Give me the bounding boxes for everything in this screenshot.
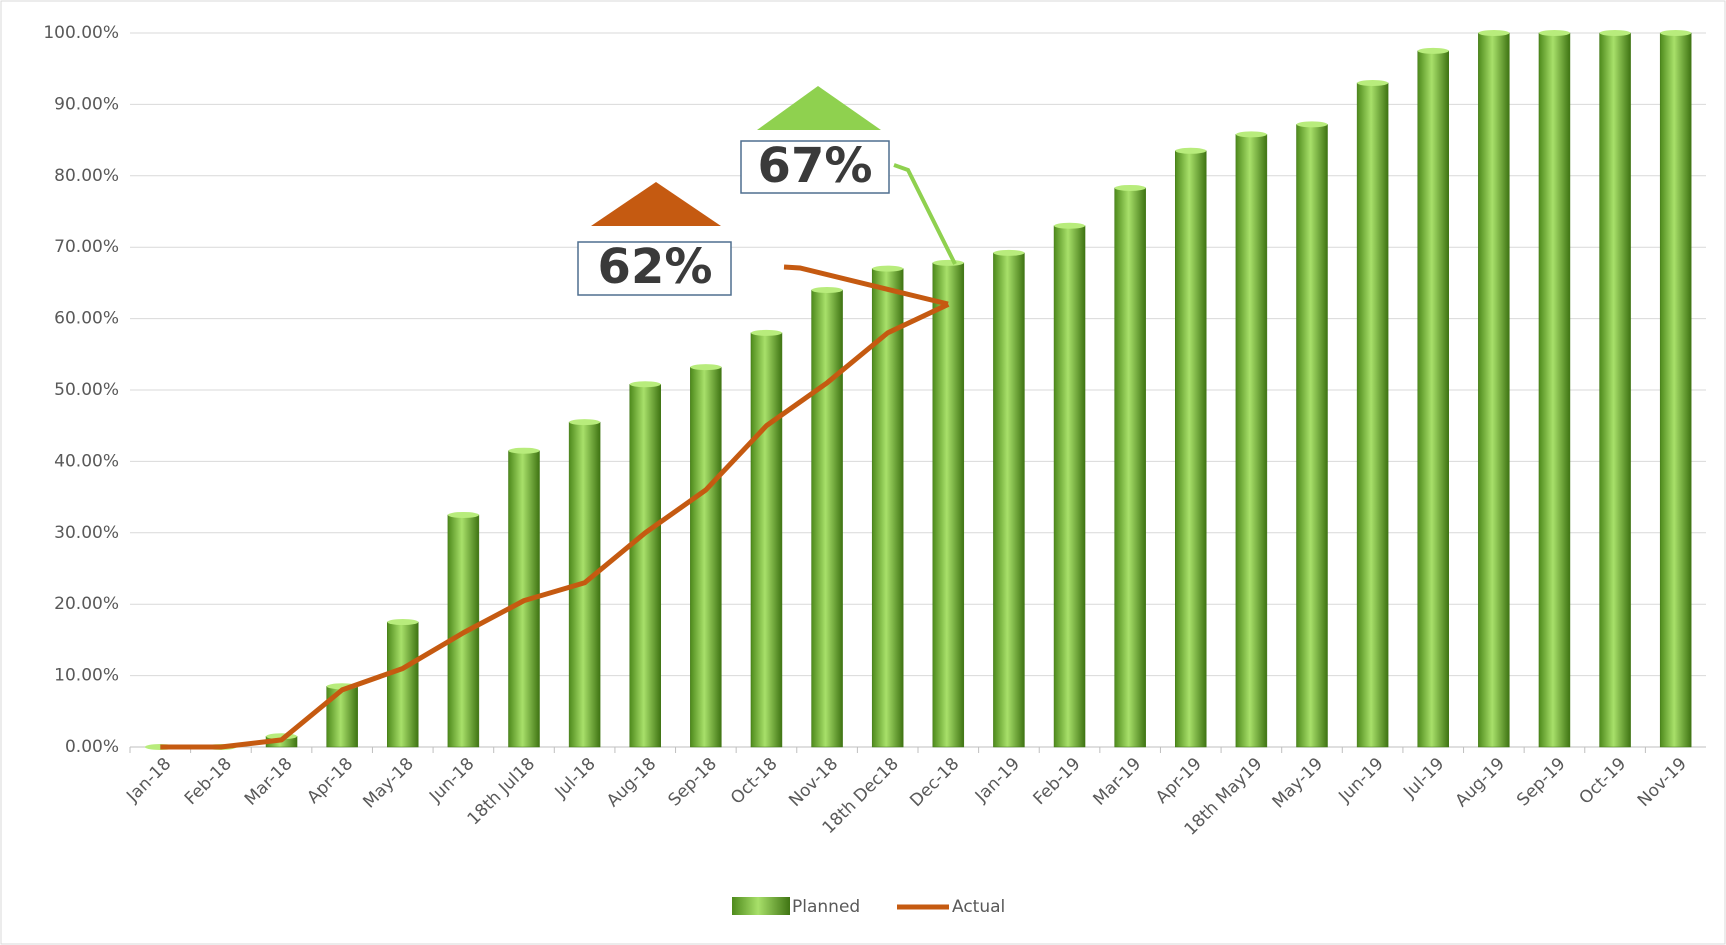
bar-cap [1296,121,1328,128]
bar-cap [1114,184,1146,191]
bar-cap [1478,30,1510,36]
up-arrow-actual [591,182,721,226]
y-tick-label: 100.00% [43,23,119,43]
planned-callout: 67% [758,138,873,194]
bar-cap [750,329,782,336]
y-tick-label: 90.00% [54,94,119,114]
legend-label: Planned [792,897,860,917]
bar [387,621,419,748]
bar-cap [387,619,419,626]
bar-cap [1054,222,1086,229]
bar-cap [872,265,904,272]
bar-cap [629,381,661,388]
actual-leader [783,264,949,307]
bar [1599,32,1631,748]
bar-cap [993,249,1025,256]
bar-cap [811,287,843,294]
actual-callout: 62% [598,239,713,295]
bar [871,268,904,748]
up-arrow-planned [757,86,881,130]
bar [1478,32,1510,748]
legend-label: Actual [952,897,1005,917]
bar [1356,82,1389,748]
bar-cap [1660,30,1692,36]
bar-cap [1175,147,1207,154]
bar-cap [1538,30,1570,36]
bar [1235,134,1268,748]
y-tick-label: 70.00% [54,237,119,257]
bar [1417,50,1449,748]
bar-cap [1235,131,1267,138]
bar-cap [447,511,479,518]
bar [1175,150,1207,748]
planned-leader [893,163,957,265]
legend-swatch-planned [732,897,790,915]
bar-cap [1357,79,1389,86]
y-tick-label: 60.00% [54,309,119,329]
bar [1538,32,1571,748]
bar-cap [690,364,722,371]
bar-cap [932,259,964,266]
plot-area: 0.00% 10.00% 20.00% 30.00% 40.00% 50.00% 60.00… [43,23,1706,840]
y-tick-label: 20.00% [54,594,119,614]
bar [1659,32,1692,748]
bar [690,366,722,748]
bar [1296,124,1328,748]
y-tick-label: 0.00% [65,737,119,757]
planned-callout-box [740,140,890,194]
bar-cap [1417,47,1449,54]
bar [811,289,843,748]
bar [750,332,783,748]
bar [326,686,358,748]
y-tick-label: 10.00% [54,666,119,686]
bar-cap [569,419,601,426]
bar [932,262,965,748]
y-tick-label: 50.00% [54,380,119,400]
bar [993,252,1025,748]
bar [629,384,661,748]
y-tick-label: 30.00% [54,523,119,543]
bar [1053,225,1086,748]
bar-cap [508,447,540,454]
y-tick-label: 80.00% [54,166,119,186]
line [160,302,950,750]
actual-callout-box [577,241,732,296]
bar [1114,187,1146,748]
y-tick-label: 40.00% [54,451,119,471]
bar-cap [1599,30,1631,36]
